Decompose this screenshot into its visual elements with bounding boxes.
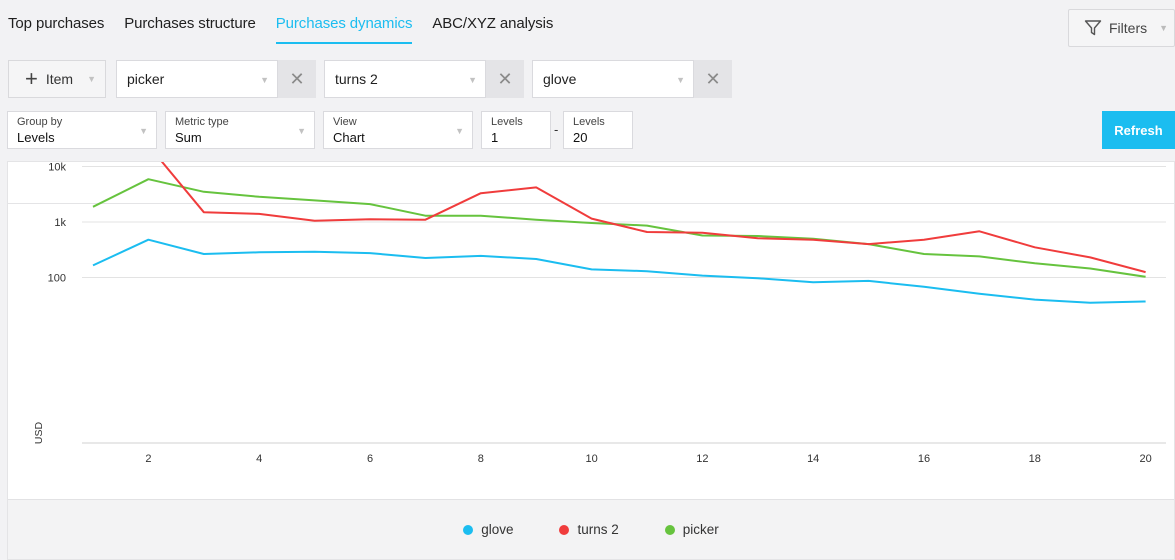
item-select-value: glove [543, 71, 577, 87]
item-select-glove[interactable]: glove ▼ [532, 60, 694, 98]
funnel-icon [1084, 20, 1102, 36]
y-tick-label: 100 [48, 273, 66, 285]
legend-item-picker[interactable]: picker [664, 522, 719, 537]
legend-dot [664, 524, 675, 535]
chevron-down-icon: ▼ [1159, 23, 1169, 33]
group-by-select[interactable]: Group by Levels ▼ [7, 111, 157, 149]
y-tick-label: 10k [48, 162, 66, 174]
levels-from-input[interactable]: Levels 1 [481, 111, 551, 149]
x-tick-label: 6 [367, 453, 373, 465]
legend-label: picker [682, 522, 719, 537]
panel-divider [8, 203, 1174, 204]
item-select-picker[interactable]: picker ▼ [116, 60, 278, 98]
view-value: Chart [333, 130, 365, 145]
x-tick-label: 10 [585, 453, 597, 465]
chevron-down-icon: ▼ [260, 75, 269, 85]
legend-label: glove [481, 522, 514, 537]
x-tick-label: 14 [807, 453, 819, 465]
tab-top-purchases[interactable]: Top purchases [8, 15, 105, 32]
levels-from-label: Levels [491, 116, 523, 128]
series-line-picker [92, 178, 1146, 278]
series-line-turns-2 [160, 162, 1146, 274]
chart-panel: 10k 1k 100 2 4 6 8 10 12 14 16 18 20 USD glove turns … [7, 161, 1175, 560]
plus-icon: + [25, 66, 38, 91]
item-select-value: picker [127, 71, 165, 87]
view-label: View [333, 116, 357, 128]
x-tick-label: 20 [1139, 453, 1151, 465]
series-line-glove [92, 238, 1146, 304]
group-by-label: Group by [17, 116, 63, 128]
legend-dot [463, 524, 474, 535]
levels-to-input[interactable]: Levels 20 [563, 111, 633, 149]
chevron-down-icon: ▼ [455, 126, 464, 136]
chevron-down-icon: ▼ [139, 126, 148, 136]
item-chip-picker: picker ▼ ✕ [116, 60, 316, 98]
remove-item-button[interactable]: ✕ [486, 60, 524, 98]
levels-to-label: Levels [573, 116, 605, 128]
chevron-down-icon: ▼ [297, 126, 306, 136]
add-item-button[interactable]: + Item ▼ [8, 60, 106, 98]
tab-purchases-structure[interactable]: Purchases structure [124, 15, 256, 32]
line-chart: 10k 1k 100 2 4 6 8 10 12 14 16 18 20 USD [33, 162, 1166, 465]
chevron-down-icon: ▼ [87, 74, 97, 84]
tab-abc-xyz-analysis[interactable]: ABC/XYZ analysis [432, 15, 554, 32]
chart-legend: glove turns 2 picker [8, 522, 1174, 537]
x-tick-label: 8 [478, 453, 484, 465]
metric-type-value: Sum [175, 130, 202, 145]
add-item-label: Item [45, 71, 74, 87]
x-tick-label: 2 [145, 453, 151, 465]
close-icon: ✕ [497, 68, 513, 89]
filters-label: Filters [1109, 20, 1148, 36]
item-select-turns-2[interactable]: turns 2 ▼ [324, 60, 486, 98]
refresh-button[interactable]: Refresh [1102, 111, 1175, 149]
chevron-down-icon: ▼ [468, 75, 477, 85]
x-tick-label: 16 [918, 453, 930, 465]
tab-bar: Top purchases Purchases structure Purcha… [0, 0, 563, 46]
y-tick-label: 1k [54, 217, 66, 229]
legend-dot [559, 524, 570, 535]
view-select[interactable]: View Chart ▼ [323, 111, 473, 149]
tab-purchases-dynamics[interactable]: Purchases dynamics [275, 0, 412, 46]
chevron-down-icon: ▼ [676, 75, 685, 85]
metric-type-label: Metric type [175, 116, 229, 128]
x-tick-label: 4 [256, 453, 262, 465]
item-select-value: turns 2 [335, 71, 378, 87]
close-icon: ✕ [705, 68, 721, 89]
close-icon: ✕ [289, 68, 305, 89]
x-tick-label: 12 [696, 453, 708, 465]
filters-button[interactable]: Filters ▼ [1068, 9, 1175, 47]
legend-bar: glove turns 2 picker [8, 499, 1174, 559]
remove-item-button[interactable]: ✕ [694, 60, 732, 98]
legend-item-glove[interactable]: glove [463, 522, 513, 537]
item-chip-glove: glove ▼ ✕ [532, 60, 732, 98]
levels-to-value: 20 [573, 130, 588, 145]
metric-type-select[interactable]: Metric type Sum ▼ [165, 111, 315, 149]
levels-from-value: 1 [491, 130, 499, 145]
remove-item-button[interactable]: ✕ [278, 60, 316, 98]
legend-label: turns 2 [577, 522, 619, 537]
item-chip-turns-2: turns 2 ▼ ✕ [324, 60, 524, 98]
group-by-value: Levels [17, 130, 55, 145]
x-tick-label: 18 [1029, 453, 1041, 465]
levels-separator: - [554, 122, 559, 137]
y-axis-label: USD [33, 421, 45, 444]
legend-item-turns-2[interactable]: turns 2 [559, 522, 619, 537]
